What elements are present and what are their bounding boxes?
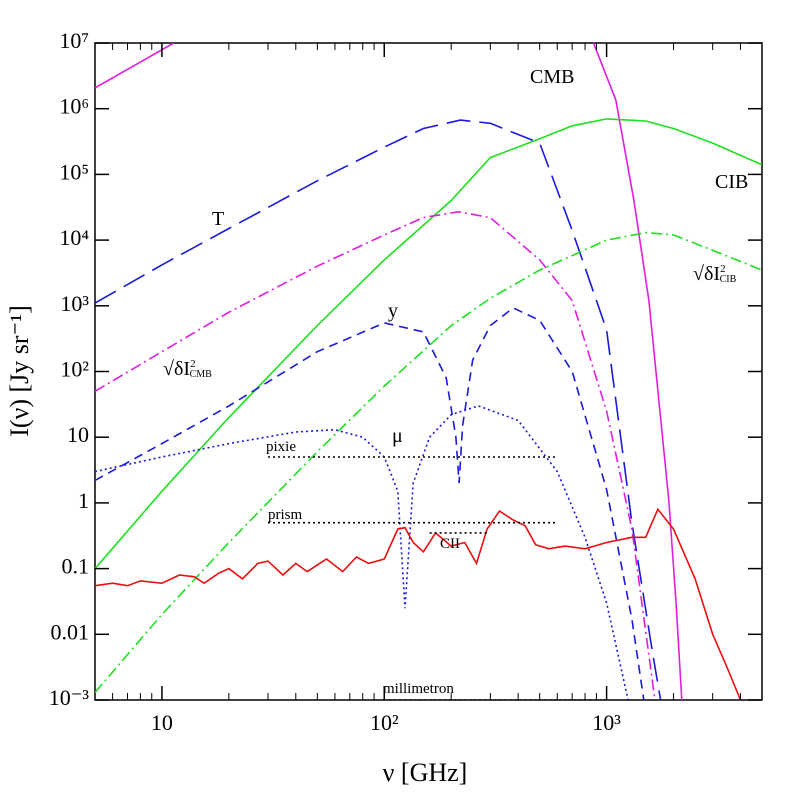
y-tick-label: 10⁴ (59, 225, 89, 250)
series-label-text: millimetron (383, 681, 454, 697)
series-label: millimetron (383, 681, 454, 697)
series-label-text: CMB (530, 66, 574, 88)
series-label-sup: 2 (720, 263, 726, 275)
y-axis-label: I(ν) [Jy sr⁻¹] (5, 305, 34, 436)
x-tick-label: 10³ (592, 710, 621, 735)
y-tick-label: 10⁻³ (49, 685, 90, 710)
series-label-text: √δI (163, 358, 190, 380)
y-tick-label: 10⁶ (59, 94, 89, 119)
x-axis-label: ν [GHz] (383, 758, 468, 787)
series-label-sub: CIB (720, 274, 737, 285)
series-label-text: y (388, 300, 398, 322)
series-line (95, 306, 645, 700)
series-label: CII (440, 536, 460, 552)
y-tick-label: 0.1 (62, 554, 90, 579)
x-tick-label: 10² (370, 710, 399, 735)
series-line (95, 405, 629, 700)
series-label-text: T (212, 208, 224, 230)
y-tick-label: 10 (67, 422, 89, 447)
series-line (95, 43, 683, 700)
curves (95, 43, 762, 700)
y-tick-label: 10⁷ (59, 28, 89, 53)
y-tick-label: 0.01 (51, 619, 90, 644)
series-line (95, 507, 742, 700)
series-line (95, 118, 762, 570)
x-tick-label: 10 (151, 710, 173, 735)
series-label: CIB (715, 171, 748, 193)
series-label-text: √δI (693, 263, 720, 285)
y-tick-label: 10³ (60, 291, 89, 316)
series-label-sub: CMB (190, 369, 213, 380)
series-label-text: CII (440, 536, 460, 552)
series-label: μ (392, 425, 403, 447)
y-tick-label: 1 (78, 488, 89, 513)
series-label-text: prism (268, 507, 303, 523)
series-line (95, 119, 662, 700)
series-label: CMB (530, 66, 574, 88)
series-label: √δI2 CIB (693, 263, 737, 286)
series-label: prism (268, 507, 303, 523)
series-label-text: CIB (715, 171, 748, 193)
series-label: √δI2 CMB (163, 358, 212, 381)
series-label-text: pixie (266, 439, 296, 455)
series-label: y (388, 300, 398, 322)
series-label-text: μ (392, 425, 403, 447)
y-tick-label: 10² (60, 357, 89, 382)
series-label-sup: 2 (190, 358, 196, 370)
series-label: pixie (266, 439, 296, 455)
series-line (95, 231, 762, 694)
series-line (95, 210, 656, 700)
y-tick-label: 10⁵ (59, 159, 89, 184)
series-label: T (212, 208, 224, 230)
